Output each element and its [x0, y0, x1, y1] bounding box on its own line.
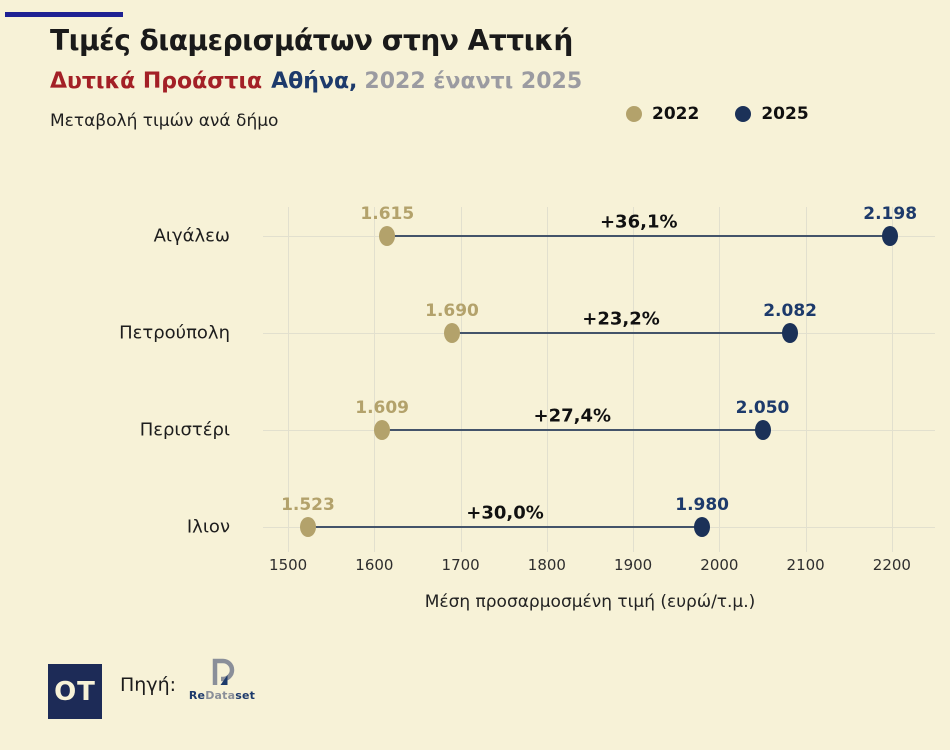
value-label-2022: 1.523 [281, 495, 335, 515]
value-label-2022: 1.615 [360, 204, 415, 224]
x-tick-label: 1700 [441, 556, 480, 574]
dot-2022 [374, 420, 391, 440]
dot-2025 [782, 323, 799, 343]
value-label-2025: 2.198 [863, 204, 918, 224]
x-tick-label: 1900 [614, 556, 653, 574]
legend: 2022 2025 [626, 104, 809, 124]
page-subtitle: Δυτικά Προάστια Αθήνα, 2022 έναντι 2025 [50, 69, 582, 94]
redataset-logo: ReDataset [188, 658, 256, 702]
value-label-2025: 1.980 [675, 495, 730, 515]
dot-2022 [444, 323, 460, 343]
value-label-2025: 2.082 [763, 301, 817, 321]
change-label: +23,2% [582, 308, 660, 330]
gridline [460, 207, 462, 552]
connector-line [387, 235, 891, 237]
legend-label-2022: 2022 [652, 104, 700, 124]
x-tick-label: 1600 [355, 556, 394, 574]
legend-dot-2025-icon [735, 106, 752, 122]
x-tick-label: 1800 [527, 556, 566, 574]
category-label: Περιστέρι [139, 419, 230, 441]
legend-item-2022: 2022 [626, 104, 699, 124]
legend-item-2025: 2025 [735, 104, 809, 124]
ot-logo: OT [48, 664, 102, 719]
x-tick-label: 2000 [700, 556, 739, 574]
subtitle-city: Αθήνα, [271, 69, 358, 94]
gridline [633, 207, 635, 552]
x-tick-label: 2200 [872, 556, 911, 574]
legend-dot-2022-icon [626, 106, 642, 122]
ot-logo-text: OT [54, 676, 96, 707]
x-axis-ticks: 1500 1600 1700 1800 1900 2000 2100 2200 [245, 556, 935, 576]
redataset-wordmark-part3: set [235, 689, 256, 702]
category-label: Ιλιον [186, 516, 230, 538]
gridline [805, 207, 807, 552]
gridline [374, 207, 376, 552]
dot-2022 [299, 517, 316, 537]
dot-2025 [754, 420, 771, 440]
legend-label-2025: 2025 [761, 104, 809, 124]
gridline [546, 207, 548, 552]
plot-area: 1.615 2.198 +36,1% 1.690 2.082 +23,2% 1.609 2.0… [245, 204, 935, 552]
dot-2025 [882, 226, 899, 246]
x-tick-label: 2100 [786, 556, 825, 574]
category-labels: Αιγάλεω Πετρούπολη Περιστέρι Ιλιον [0, 207, 230, 552]
value-label-2022: 1.609 [355, 398, 410, 418]
gridline [288, 207, 290, 552]
redataset-wordmark-part1: Re [188, 689, 206, 702]
connector-line [452, 332, 791, 334]
category-label: Αιγάλεω [153, 225, 230, 247]
subtitle-years: 2022 έναντι 2025 [364, 69, 583, 94]
value-label-2025: 2.050 [735, 398, 790, 418]
category-label: Πετρούπολη [119, 322, 230, 344]
dot-2022 [379, 226, 396, 246]
connector-line [382, 429, 763, 431]
change-label: +36,1% [599, 211, 678, 233]
source-label: Πηγή: [120, 674, 177, 696]
connector-line [307, 526, 703, 528]
change-label: +27,4% [533, 405, 612, 427]
x-axis-title: Μέση προσαρμοσμένη τιμή (ευρώ/τ.μ.) [424, 592, 756, 612]
redataset-icon [212, 658, 235, 685]
redataset-wordmark: ReDataset [189, 689, 255, 702]
value-label-2022: 1.690 [425, 301, 479, 321]
page-title: Τιμές διαμερισμάτων στην Αττική [50, 24, 573, 57]
accent-bar [5, 12, 123, 17]
change-label: +30,0% [466, 502, 544, 524]
gridline [891, 207, 893, 552]
gridline [719, 207, 721, 552]
dot-2025 [694, 517, 711, 537]
subtitle-region: Δυτικά Προάστια [50, 69, 263, 94]
chart-description: Μεταβολή τιμών ανά δήμο [50, 111, 279, 131]
x-tick-label: 1500 [269, 556, 308, 574]
redataset-wordmark-part2: Data [205, 689, 236, 702]
